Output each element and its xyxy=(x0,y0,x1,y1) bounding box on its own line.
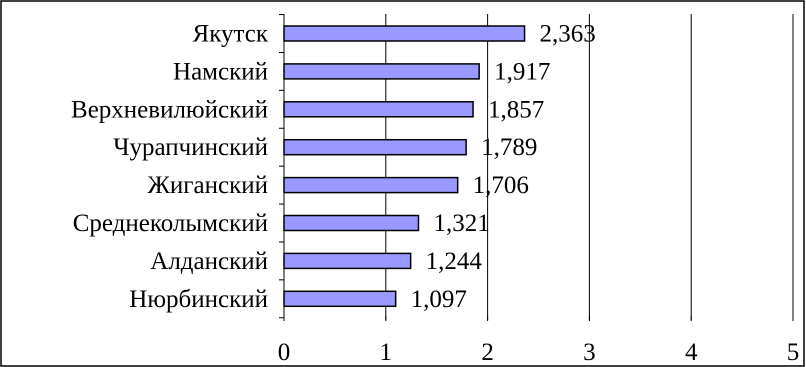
x-tick-label: 5 xyxy=(787,339,800,366)
category-label: Якутск xyxy=(193,21,269,48)
value-labels: 2,363 1,917 1,857 1,789 1,706 1,321 1,244 1,097 xyxy=(411,21,596,313)
category-label: Намский xyxy=(173,58,268,85)
axes xyxy=(279,14,794,321)
value-label: 1,097 xyxy=(411,286,467,313)
value-label: 2,363 xyxy=(540,21,596,48)
category-label: Среднеколымский xyxy=(73,210,268,237)
bar xyxy=(283,138,467,156)
x-tick-label: 1 xyxy=(380,339,393,366)
category-labels: Якутск Намский Верхневилюйский Чурапчинский… xyxy=(71,21,269,313)
category-label: Нюрбинский xyxy=(129,286,268,313)
value-label: 1,857 xyxy=(488,96,544,123)
bar xyxy=(283,290,397,308)
value-label: 1,321 xyxy=(433,210,489,237)
bar xyxy=(283,214,420,232)
x-tick-label: 4 xyxy=(685,339,698,366)
value-label: 1,244 xyxy=(426,248,483,275)
bar xyxy=(283,25,526,42)
category-label: Алданский xyxy=(150,248,268,275)
bar xyxy=(283,176,459,194)
x-tick-label: 3 xyxy=(583,339,596,366)
category-label: Верхневилюйский xyxy=(71,96,268,123)
category-label: Жиганский xyxy=(147,172,268,199)
value-label: 1,706 xyxy=(473,172,529,199)
bar xyxy=(283,101,474,118)
bar xyxy=(283,63,480,80)
value-label: 1,789 xyxy=(481,134,537,161)
x-tick-label: 2 xyxy=(481,339,494,366)
x-tick-labels: 0 1 2 3 4 5 xyxy=(278,339,800,366)
category-label: Чурапчинский xyxy=(113,134,268,161)
bar xyxy=(283,252,412,270)
x-tick-label: 0 xyxy=(278,339,291,366)
value-label: 1,917 xyxy=(494,58,550,85)
